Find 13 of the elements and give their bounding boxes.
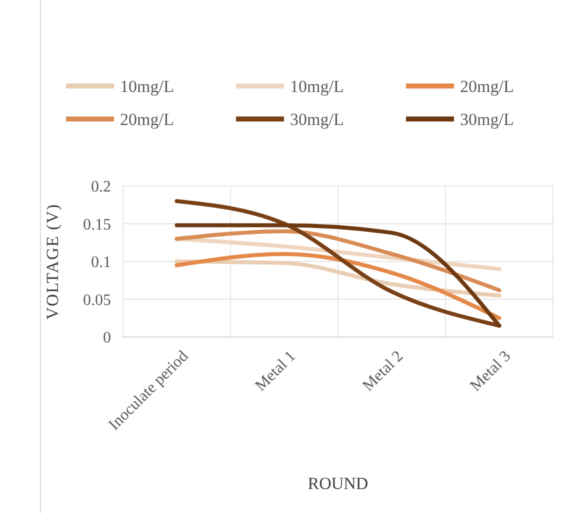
legend-label: 30mg/L bbox=[290, 110, 344, 129]
y-axis-title: VOLTAGE (V) bbox=[42, 203, 62, 320]
legend-label: 30mg/L bbox=[460, 110, 514, 129]
y-tick-label: 0.15 bbox=[83, 216, 111, 234]
legend-label: 10mg/L bbox=[120, 76, 174, 96]
y-tick-label: 0 bbox=[103, 330, 111, 347]
y-tick-label: 0.05 bbox=[83, 292, 111, 309]
y-tick-label: 0.1 bbox=[91, 254, 111, 272]
x-axis-title: ROUND bbox=[308, 474, 368, 493]
legend-label: 20mg/L bbox=[460, 76, 514, 96]
legend-label: 20mg/L bbox=[120, 110, 174, 129]
y-tick-label: 0.2 bbox=[91, 178, 111, 196]
legend-label: 10mg/L bbox=[290, 76, 344, 96]
